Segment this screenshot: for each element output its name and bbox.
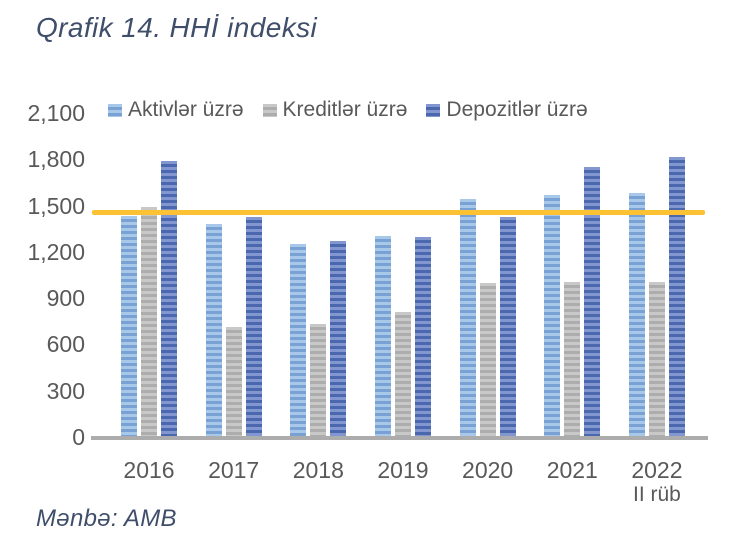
bar <box>584 167 601 437</box>
y-axis-tick-label: 1,500 <box>27 192 85 219</box>
plot-area <box>92 113 707 437</box>
bar <box>121 216 137 437</box>
x-axis-line <box>91 436 708 440</box>
legend-marker-kreditler-icon <box>262 103 277 117</box>
x-axis-tick-label: 2016 <box>123 457 175 483</box>
bar <box>374 236 391 437</box>
legend-marker-depozitler-icon <box>426 103 441 117</box>
bar <box>310 324 327 437</box>
chart-title: Qrafik 14. HHİ indeksi <box>36 12 318 43</box>
bar-group-2017 <box>205 113 262 437</box>
y-axis-tick-label: 600 <box>46 331 85 358</box>
bar <box>290 244 307 437</box>
y-axis-labels: 0 300 600 900 1,200 1,500 1,800 2,100 <box>0 0 85 550</box>
bar <box>544 194 561 437</box>
bar <box>161 160 177 437</box>
x-axis-tick-label: 2021 <box>546 457 598 483</box>
y-axis-tick-label: 0 <box>72 424 85 450</box>
bar <box>499 217 516 437</box>
bar <box>628 193 645 437</box>
threshold-line <box>92 210 705 216</box>
y-axis-tick-label: 900 <box>46 285 85 312</box>
bar-group-2022 <box>628 113 685 437</box>
legend-label-aktivler: Aktivlər üzrə <box>128 98 244 121</box>
bar <box>459 198 476 437</box>
bar-group-2021 <box>544 113 601 437</box>
bar <box>205 224 222 437</box>
bar-group-2019 <box>374 113 431 437</box>
legend-label-kreditler: Kreditlər üzrə <box>282 98 408 121</box>
x-axis-tick-label: 2022 II rüb <box>631 457 683 506</box>
bars-container <box>92 113 707 437</box>
chart-legend: Aktivlər üzrə Kreditlər üzrə Depozitlər … <box>108 98 588 122</box>
legend-label-depozitler: Depozitlər üzrə <box>446 98 588 121</box>
source-note: Mənbə: AMB <box>36 505 177 532</box>
legend-marker-aktivler-icon <box>108 103 122 117</box>
bar <box>414 237 431 437</box>
bar <box>245 217 262 437</box>
bar <box>330 241 347 437</box>
x-axis-tick-label: 2018 <box>292 457 344 483</box>
bar-group-2016 <box>121 113 177 437</box>
y-axis-tick-label: 1,800 <box>27 146 85 173</box>
x-axis-tick-label: 2020 <box>462 457 514 483</box>
x-axis-tick-label: 2017 <box>208 457 260 483</box>
bar-group-2018 <box>290 113 347 437</box>
y-axis-tick-label: 2,100 <box>27 100 85 126</box>
bar-group-2020 <box>459 113 516 437</box>
x-axis-tick-label: 2019 <box>377 457 429 483</box>
legend-item-depozitler: Depozitlər üzrə <box>426 98 588 122</box>
x-axis-labels: 2016 2017 2018 2019 2020 2021 2022 II rüb <box>92 457 707 507</box>
legend-item-aktivler: Aktivlər üzrə <box>108 98 244 122</box>
bar <box>479 282 496 437</box>
legend-item-kreditler: Kreditlər üzrə <box>262 98 408 122</box>
bar <box>668 156 685 437</box>
bar <box>225 326 242 437</box>
y-axis-tick-label: 1,200 <box>27 238 85 265</box>
bar <box>564 281 581 437</box>
bar <box>648 281 665 437</box>
y-axis-tick-label: 300 <box>46 377 85 404</box>
x-axis-note: II rüb <box>633 483 681 506</box>
bar <box>141 207 157 437</box>
bar <box>394 312 411 437</box>
